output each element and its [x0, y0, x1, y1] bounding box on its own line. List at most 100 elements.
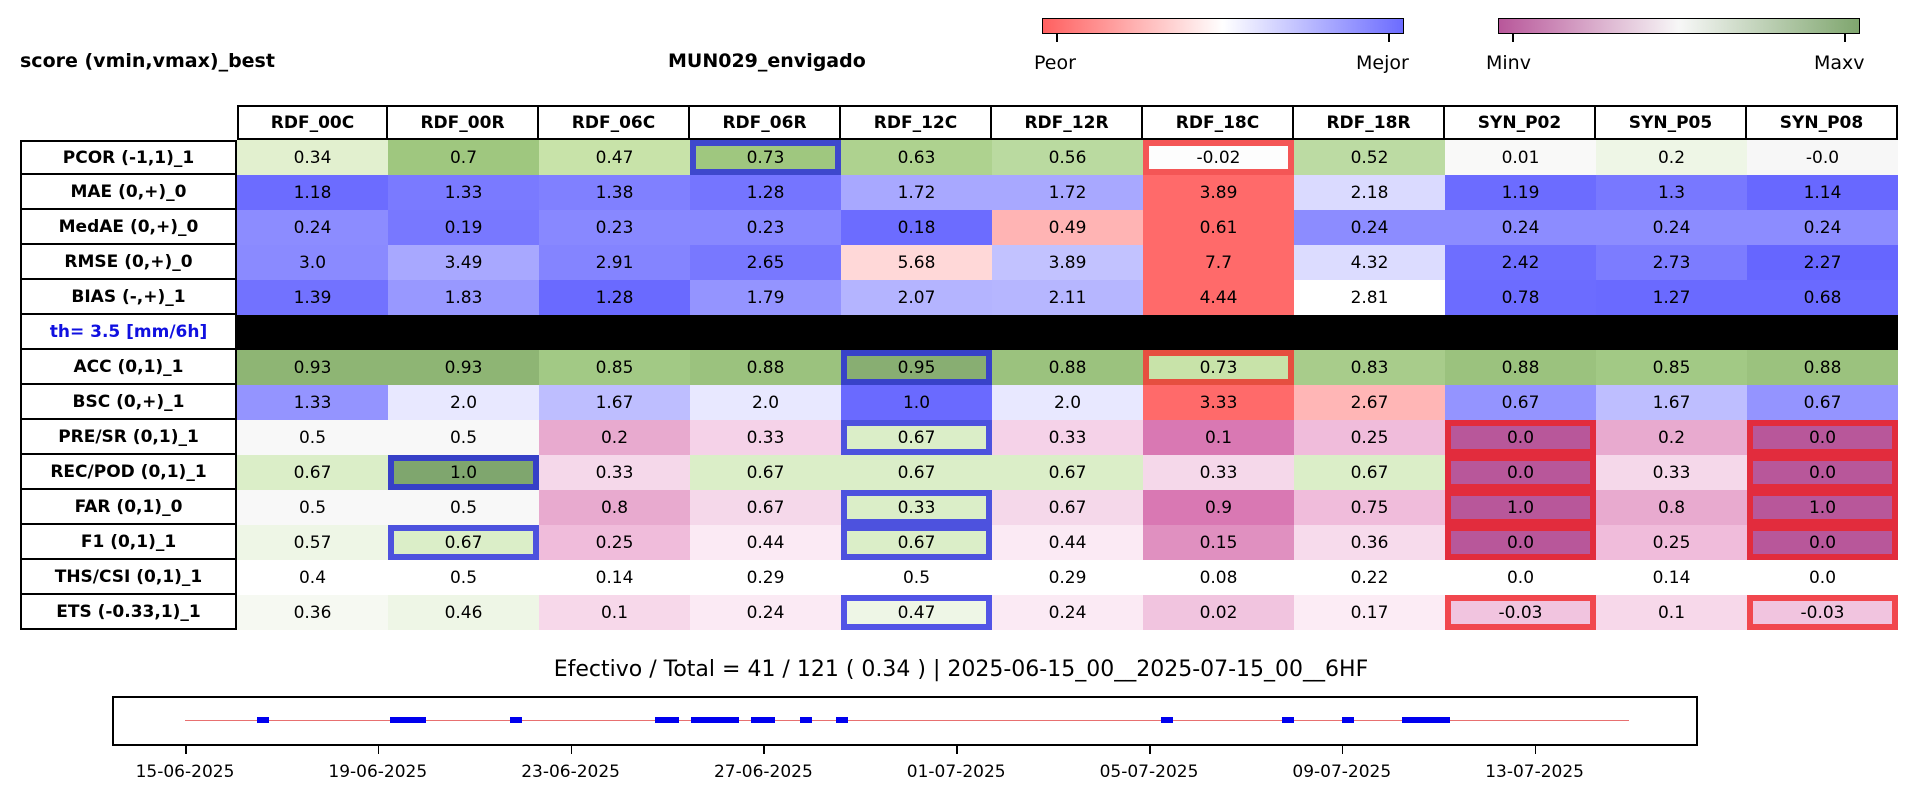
- cell-value: 1.39: [293, 287, 332, 308]
- table-cell: 0.0: [1445, 420, 1596, 455]
- cell-value: 2.81: [1350, 287, 1389, 308]
- table-cell: 0.73: [690, 140, 841, 175]
- cell-value: 0.0: [1808, 462, 1837, 483]
- table-cell: 0.0: [1747, 420, 1898, 455]
- active-period-segment: [654, 717, 680, 723]
- table-cell: 1.67: [539, 385, 690, 420]
- cell-value: 0.2: [1657, 147, 1686, 168]
- table-cell: 0.78: [1445, 280, 1596, 315]
- table-cell: -0.0: [1747, 140, 1898, 175]
- x-tick: [1149, 746, 1151, 754]
- table-cell: 1.18: [237, 175, 388, 210]
- colorbar-tick: [1056, 34, 1058, 42]
- cell-value: 2.0: [1053, 392, 1082, 413]
- table-row: FAR (0,1)_0 0.5 0.5 0.8 0.67 0.33 0.67 0.9 0.75 1…: [20, 490, 1898, 525]
- cell-value: 1.67: [1652, 392, 1691, 413]
- table-cell: 1.0: [1445, 490, 1596, 525]
- table-cell: -0.03: [1747, 595, 1898, 630]
- table-cell: 0.5: [388, 420, 539, 455]
- column-header: RDF_06C: [539, 105, 690, 140]
- table-cell: 0.33: [690, 420, 841, 455]
- table-cell: 0.88: [690, 350, 841, 385]
- cell-value: 0.5: [449, 497, 478, 518]
- cell-value: -0.0: [1805, 147, 1840, 168]
- table-cell: 0.49: [992, 210, 1143, 245]
- x-tick-label: 05-07-2025: [1099, 762, 1199, 782]
- value-colorbar: [1498, 18, 1860, 34]
- cell-value: 0.88: [1501, 357, 1540, 378]
- cell-value: 0.18: [897, 217, 936, 238]
- table-cell: 0.33: [992, 420, 1143, 455]
- cell-value: 1.67: [595, 392, 634, 413]
- cell-value: 0.29: [1048, 567, 1087, 588]
- table-cell: 1.83: [388, 280, 539, 315]
- table-cell: 0.33: [841, 490, 992, 525]
- cell-value: 0.67: [1048, 462, 1087, 483]
- cell-value: 0.1: [600, 602, 629, 623]
- active-period-segment: [691, 717, 740, 723]
- cell-value: 0.24: [1501, 217, 1540, 238]
- table-cell: 1.79: [690, 280, 841, 315]
- active-period-segment: [1281, 717, 1294, 723]
- cell-value: 1.3: [1657, 182, 1686, 203]
- colorbar-min-label: Minv: [1486, 52, 1531, 74]
- cell-value: 0.5: [298, 427, 327, 448]
- table-row: PCOR (-1,1)_1 0.34 0.7 0.47 0.73 0.63 0.56 -0.0…: [20, 140, 1898, 175]
- cell-value: 0.5: [449, 567, 478, 588]
- table-cell: 0.18: [841, 210, 992, 245]
- cell-value: 0.5: [902, 567, 931, 588]
- table-cell: 0.44: [992, 525, 1143, 560]
- table-cell: 0.93: [237, 350, 388, 385]
- table-cell: 0.85: [1596, 350, 1747, 385]
- table-cell: 1.27: [1596, 280, 1747, 315]
- table-cell: 5.68: [841, 245, 992, 280]
- table-cell: 0.24: [690, 595, 841, 630]
- table-cell: 0.47: [841, 595, 992, 630]
- active-period-segment: [751, 717, 776, 723]
- cell-value: 0.34: [293, 147, 332, 168]
- table-cell: 0.88: [992, 350, 1143, 385]
- table-row: MedAE (0,+)_0 0.24 0.19 0.23 0.23 0.18 0.49 0.6…: [20, 210, 1898, 245]
- cell-value: 1.18: [293, 182, 332, 203]
- cell-value: 1.14: [1803, 182, 1842, 203]
- cell-value: 1.72: [1048, 182, 1087, 203]
- table-cell: 0.24: [1294, 210, 1445, 245]
- table-cell: 1.3: [1596, 175, 1747, 210]
- colorbar-tick: [1512, 34, 1514, 42]
- cell-value: 0.0: [1808, 427, 1837, 448]
- x-tick: [763, 746, 765, 754]
- cell-value: 1.38: [595, 182, 634, 203]
- timeline-baseline: [185, 720, 1629, 721]
- cell-value: 1.28: [595, 287, 634, 308]
- cell-value: 0.47: [897, 602, 936, 623]
- table-cell: 0.1: [1143, 420, 1294, 455]
- cell-value: 0.67: [897, 427, 936, 448]
- cell-value: 0.61: [1199, 217, 1238, 238]
- table-cell: 1.33: [237, 385, 388, 420]
- cell-value: 0.56: [1048, 147, 1087, 168]
- table-cell: 0.0: [1747, 560, 1898, 595]
- cell-value: 2.27: [1803, 252, 1842, 273]
- summary-text: Efectivo / Total = 41 / 121 ( 0.34 ) | 2…: [553, 657, 1369, 682]
- table-cell: 0.14: [539, 560, 690, 595]
- cell-value: 1.33: [444, 182, 483, 203]
- table-cell: 0.33: [539, 455, 690, 490]
- row-header: ACC (0,1)_1: [20, 350, 237, 385]
- table-cell: 2.11: [992, 280, 1143, 315]
- table-cell: 0.67: [841, 525, 992, 560]
- cell-value: 0.88: [1803, 357, 1842, 378]
- table-cell: 0.29: [690, 560, 841, 595]
- table-cell: 0.67: [237, 455, 388, 490]
- table-cell: 0.25: [539, 525, 690, 560]
- table-cell: 0.24: [237, 210, 388, 245]
- table-cell: 0.67: [992, 490, 1143, 525]
- cell-value: 0.67: [1350, 462, 1389, 483]
- score-colorbar: [1042, 18, 1404, 34]
- cell-value: 0.63: [897, 147, 936, 168]
- cell-value: 0.36: [1350, 532, 1389, 553]
- cell-value: 0.33: [595, 462, 634, 483]
- x-tick-label: 27-06-2025: [713, 762, 813, 782]
- cell-value: 0.73: [746, 147, 785, 168]
- cell-value: 0.88: [746, 357, 785, 378]
- cell-value: 3.0: [298, 252, 327, 273]
